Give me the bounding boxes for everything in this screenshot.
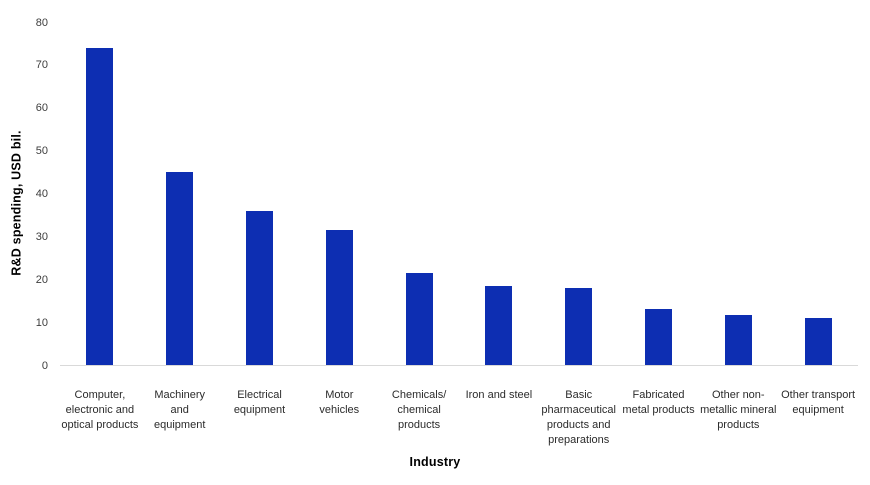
bar bbox=[325, 229, 353, 365]
x-category-label: Other transport equipment bbox=[781, 389, 856, 416]
bar bbox=[804, 317, 832, 365]
x-category-label: Machinery and equipment bbox=[154, 389, 206, 431]
x-category-label: Computer, electronic and optical product… bbox=[61, 389, 139, 431]
y-tick-label: 60 bbox=[35, 102, 48, 115]
bar bbox=[724, 314, 752, 365]
x-category-label: Electrical equipment bbox=[233, 389, 286, 416]
y-axis-ticks: 0 10 20 30 40 50 60 70 80 bbox=[0, 17, 48, 372]
bar bbox=[166, 172, 194, 365]
y-tick-label: 70 bbox=[35, 59, 48, 72]
bar bbox=[246, 210, 273, 365]
y-tick-label: 20 bbox=[35, 273, 48, 286]
x-category-label: Fabricated metal products bbox=[622, 389, 695, 416]
y-tick-label: 50 bbox=[35, 145, 48, 158]
bar bbox=[405, 272, 433, 365]
plot-area bbox=[60, 23, 858, 366]
bar bbox=[485, 285, 513, 365]
x-category-label: Basic pharmaceutical products and prepar… bbox=[541, 389, 616, 446]
x-axis-title: Industry bbox=[409, 455, 461, 469]
y-tick-label: 0 bbox=[41, 359, 48, 372]
bar bbox=[86, 47, 114, 365]
bar bbox=[645, 309, 672, 365]
y-tick-label: 10 bbox=[35, 316, 48, 329]
x-category-label: Chemicals/ chemical products bbox=[391, 389, 447, 431]
y-tick-label: 40 bbox=[35, 188, 48, 200]
x-axis-line bbox=[60, 365, 858, 366]
x-category-label: Motor vehicles bbox=[319, 389, 360, 416]
y-tick-label: 30 bbox=[35, 230, 48, 243]
bar bbox=[565, 287, 593, 365]
y-tick-label: 80 bbox=[35, 16, 48, 29]
x-category-labels: Computer, electronic and optical product… bbox=[60, 388, 858, 452]
x-category-label: Other non- metallic mineral products bbox=[700, 389, 777, 431]
x-category-label: Iron and steel bbox=[465, 389, 533, 401]
